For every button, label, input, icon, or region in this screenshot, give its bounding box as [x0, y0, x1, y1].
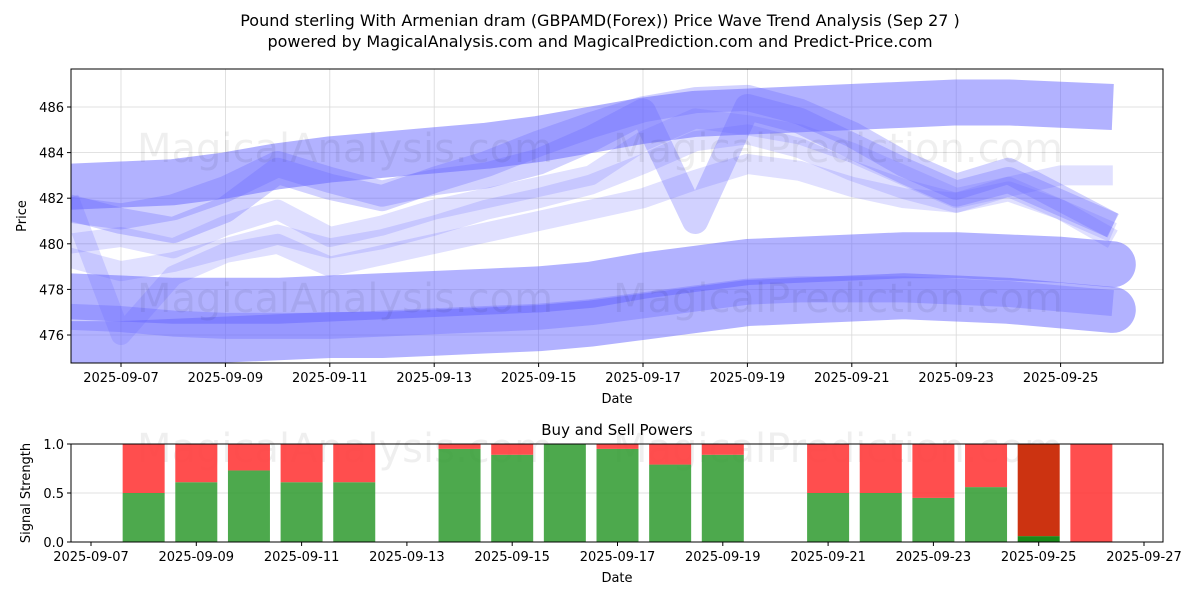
sell-bar [175, 444, 218, 483]
sell-bar [280, 444, 323, 483]
signal-x-tick-label: 2025-09-25 [1001, 550, 1077, 565]
price-wave-panel: MagicalAnalysis.com MagicalPrediction.co… [15, 68, 1164, 407]
buy-bar [227, 470, 270, 542]
buy-sell-title: Buy and Sell Powers [541, 421, 693, 439]
sell-bar [1017, 444, 1060, 537]
sell-bar [649, 444, 692, 465]
buy-bar [807, 493, 850, 542]
signal-x-tick-label: 2025-09-13 [369, 550, 445, 565]
sell-bar [227, 444, 270, 471]
sell-bar [807, 444, 850, 493]
price-band-lower-envelope-b [71, 273, 1136, 363]
sell-bar [912, 444, 955, 498]
signal-x-tick-label: 2025-09-21 [790, 550, 866, 565]
buy-bar [701, 454, 744, 542]
signal-x-ticks: 2025-09-07 2025-09-09 2025-09-11 2025-09-13… [53, 542, 1182, 565]
price-band-mid-trend [71, 276, 1114, 339]
price-axes-frame [70, 68, 1164, 364]
sell-bar [1070, 444, 1113, 542]
buy-bar [543, 444, 586, 542]
buy-bar [649, 464, 692, 542]
sell-bar [596, 444, 639, 449]
sell-bar [701, 444, 744, 455]
price-x-ticks: 2025-09-07 2025-09-09 2025-09-11 2025-09-13… [83, 363, 1098, 386]
buy-bar [596, 448, 639, 542]
price-band-wave-4 [71, 124, 1118, 282]
price-band-wave-3 [71, 108, 1117, 259]
signal-y-ticks: 0.0 0.5 1.0 [43, 438, 71, 551]
sell-bar [438, 444, 481, 449]
signal-y-axis-label: Signal Strength [19, 443, 34, 543]
price-band-wave-2 [71, 94, 1119, 238]
signal-x-tick-label: 2025-09-17 [580, 550, 656, 565]
chart-title-line-2: powered by MagicalAnalysis.com and Magic… [267, 32, 932, 51]
price-x-axis-label: Date [601, 392, 632, 407]
signal-y-tick-label: 0.5 [43, 487, 64, 502]
signal-x-tick-label: 2025-09-19 [685, 550, 761, 565]
buy-bar [912, 497, 955, 542]
price-x-tick-label: 2025-09-23 [918, 371, 994, 386]
signal-x-tick-label: 2025-09-09 [159, 550, 235, 565]
sell-bar [333, 444, 376, 483]
signal-bars [122, 444, 1113, 542]
buy-bar [491, 454, 534, 542]
price-bands [71, 79, 1136, 363]
price-y-tick-label: 484 [39, 147, 64, 162]
watermark-analysis-top: MagicalAnalysis.com [137, 126, 553, 172]
watermark-prediction-mid: MagicalPrediction.com [613, 276, 1063, 322]
buy-sell-panel: Buy and Sell Powers MagicalAnalysis.com … [19, 421, 1182, 586]
price-x-tick-label: 2025-09-25 [1023, 371, 1099, 386]
buy-bar [333, 482, 376, 542]
buy-bar [859, 493, 902, 542]
sell-bar [859, 444, 902, 493]
price-x-tick-label: 2025-09-11 [292, 371, 368, 386]
price-y-tick-label: 478 [39, 283, 64, 298]
price-x-tick-label: 2025-09-07 [83, 371, 159, 386]
sell-bar [965, 444, 1008, 488]
buy-bar [1017, 536, 1060, 542]
buy-bar [280, 482, 323, 542]
price-y-tick-label: 486 [39, 101, 64, 116]
price-x-tick-label: 2025-09-15 [501, 371, 577, 386]
signal-x-tick-label: 2025-09-11 [264, 550, 340, 565]
watermark-prediction-top: MagicalPrediction.com [613, 126, 1063, 172]
price-band-wave-1 [71, 84, 1119, 244]
signal-y-tick-label: 1.0 [43, 438, 64, 453]
sell-bar [491, 444, 534, 455]
sell-bar [122, 444, 165, 493]
price-x-tick-label: 2025-09-19 [710, 371, 786, 386]
price-y-tick-label: 476 [39, 329, 64, 344]
price-band-wave-5 [71, 154, 1113, 345]
signal-x-axis-label: Date [601, 571, 632, 586]
buy-bar [175, 482, 218, 542]
signal-x-tick-label: 2025-09-23 [896, 550, 972, 565]
price-y-axis-label: Price [15, 200, 30, 232]
signal-x-tick-label: 2025-09-07 [53, 550, 129, 565]
signal-y-tick-label: 0.0 [43, 536, 64, 551]
buy-bar [965, 487, 1008, 542]
price-x-tick-label: 2025-09-21 [814, 371, 890, 386]
price-band-lower-envelope-a [71, 232, 1136, 324]
price-x-tick-label: 2025-09-17 [605, 371, 681, 386]
watermark-analysis-mid: MagicalAnalysis.com [137, 276, 553, 322]
buy-bar [438, 448, 481, 542]
chart-title-line-1: Pound sterling With Armenian dram (GBPAM… [240, 11, 960, 30]
price-y-ticks: 476 478 480 482 484 486 [39, 101, 71, 344]
price-y-tick-label: 480 [39, 238, 64, 253]
price-band-upper-envelope [71, 79, 1114, 210]
price-y-tick-label: 482 [39, 192, 64, 207]
buy-bar [122, 493, 165, 542]
price-x-tick-label: 2025-09-13 [396, 371, 472, 386]
price-x-tick-label: 2025-09-09 [188, 371, 264, 386]
signal-x-tick-label: 2025-09-15 [474, 550, 550, 565]
signal-x-tick-label: 2025-09-27 [1106, 550, 1182, 565]
